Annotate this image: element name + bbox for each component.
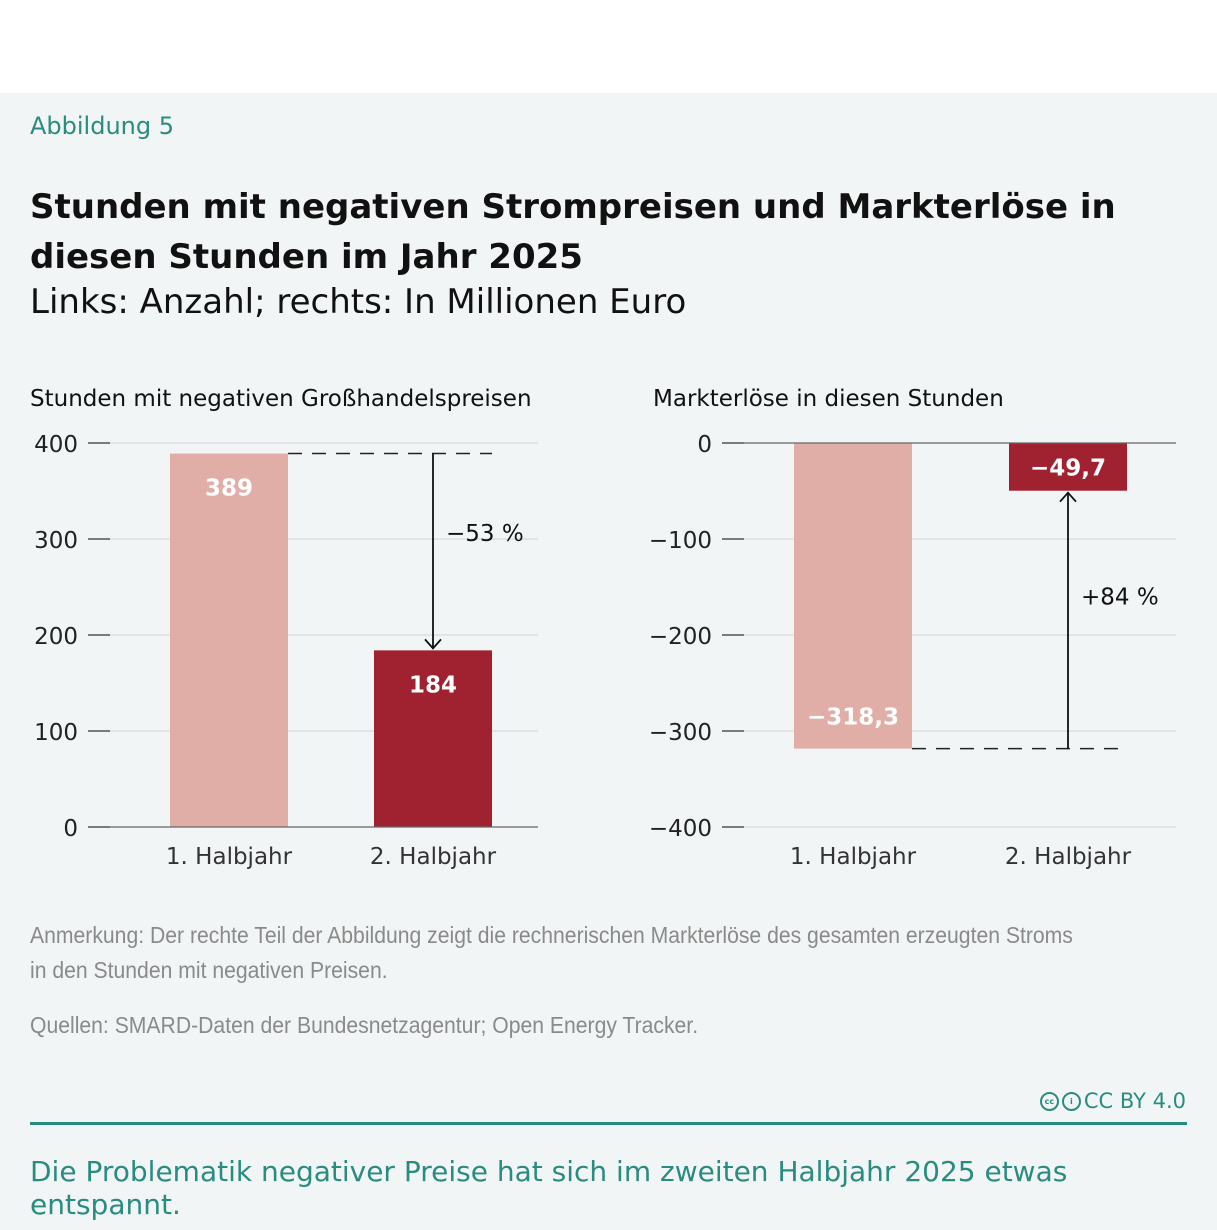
takeaway: Die Problematik negativer Preise hat sic… [30, 1155, 1068, 1221]
x-category-label: 2. Halbjahr [1005, 844, 1132, 870]
change-annotation: +84 % [1081, 585, 1159, 611]
chart-subtitle: Links: Anzahl; rechts: In Millionen Euro [30, 282, 687, 322]
license-label: CC BY 4.0 [1083, 1089, 1186, 1113]
charts-svg: Stunden mit negativen Großhandelspreisen… [30, 386, 1176, 870]
bar-1 [170, 453, 288, 827]
y-tick-label: −300 [649, 720, 712, 746]
by-person-icon: i [1061, 1091, 1081, 1111]
y-tick-label: −400 [649, 816, 712, 842]
panel-title: Markterlöse in diesen Stunden [653, 386, 1004, 412]
bar-value-label: −49,7 [1030, 456, 1106, 482]
bar-value-label: −318,3 [807, 705, 899, 731]
x-category-label: 1. Halbjahr [790, 844, 917, 870]
y-tick-label: −200 [649, 624, 712, 650]
arrowhead-icon [1059, 491, 1077, 503]
chart-title: Stunden mit negativen Strompreisen und M… [30, 187, 1116, 277]
change-annotation: −53 % [446, 521, 524, 547]
bar-value-label: 389 [205, 476, 253, 502]
arrowhead-icon [424, 638, 442, 650]
bar-1 [794, 443, 912, 749]
bar-2 [1009, 443, 1127, 491]
y-tick-label: 400 [34, 432, 78, 458]
x-category-label: 1. Halbjahr [166, 844, 293, 870]
note: Anmerkung: Der rechte Teil der Abbildung… [30, 922, 1073, 983]
figure-label: Abbildung 5 [30, 112, 175, 140]
panel-title: Stunden mit negativen Großhandelspreisen [30, 386, 532, 412]
cc-icon: cc [1039, 1091, 1059, 1111]
bar-2 [374, 650, 492, 827]
y-tick-label: 300 [34, 528, 78, 554]
bar-value-label: 184 [409, 672, 457, 698]
y-tick-label: 100 [34, 720, 78, 746]
x-category-label: 2. Halbjahr [370, 844, 497, 870]
y-tick-label: 0 [697, 432, 712, 458]
y-tick-label: 200 [34, 624, 78, 650]
y-tick-label: −100 [649, 528, 712, 554]
divider [30, 1122, 1187, 1125]
license[interactable]: cc i CC BY 4.0 [1039, 1089, 1186, 1113]
source: Quellen: SMARD-Daten der Bundesnetzagent… [30, 1012, 699, 1038]
y-tick-label: 0 [63, 816, 78, 842]
